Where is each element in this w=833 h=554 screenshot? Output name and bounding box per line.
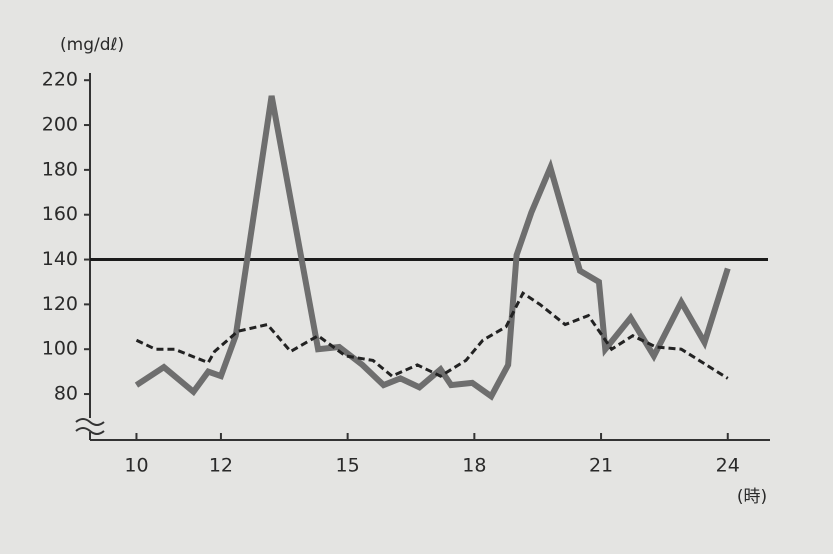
y-tick-label: 80: [54, 383, 78, 405]
y-tick-label: 200: [42, 114, 78, 136]
y-tick-label: 180: [42, 158, 78, 180]
axis-break: [75, 418, 105, 435]
series-line: [135, 290, 729, 380]
y-tick-label: 100: [42, 338, 78, 360]
y-axis-label: (mg/dℓ): [60, 35, 124, 55]
y-tick-label: 140: [42, 248, 78, 270]
x-tick-label: 24: [716, 455, 740, 477]
x-tick-label: 15: [336, 455, 360, 477]
y-tick-label: 120: [42, 293, 78, 315]
x-axis-label: (時): [737, 487, 767, 507]
y-tick-label: 160: [42, 203, 78, 225]
x-tick-label: 12: [209, 455, 233, 477]
x-tick-label: 21: [589, 455, 613, 477]
x-tick-label: 10: [124, 455, 148, 477]
y-tick-label: 220: [42, 69, 78, 91]
x-tick-label: 18: [462, 455, 486, 477]
series-line: [134, 95, 731, 401]
